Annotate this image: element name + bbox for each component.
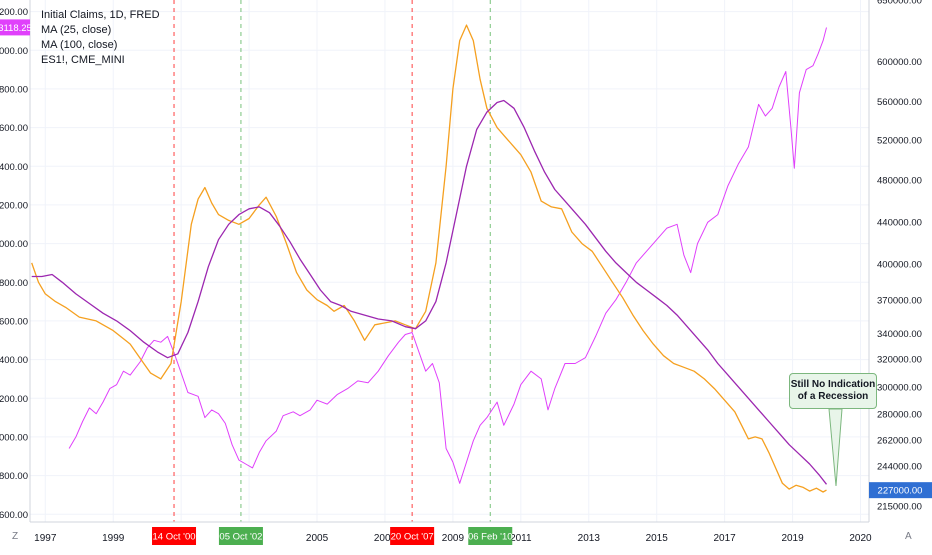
right-tick-label: 480000.00 (877, 176, 922, 187)
marker-badge (218, 527, 263, 545)
left-current-badge (0, 19, 30, 36)
x-tick-label: 1999 (102, 533, 125, 544)
series-es-line (68, 27, 827, 484)
left-tick-label: 3200.00 (0, 7, 28, 18)
left-tick-label: 600.00 (0, 510, 28, 521)
right-tick-label: 400000.00 (877, 260, 922, 271)
left-tick-label: 2800.00 (0, 84, 28, 95)
marker-badge (468, 527, 513, 545)
x-tick-label: 2011 (510, 533, 532, 544)
marker-label: 06 Feb '10 (468, 532, 513, 543)
recession-annotation: Still No Indication of a Recession (789, 373, 877, 409)
x-tick-label: 2015 (646, 533, 669, 544)
left-tick-label: 1600.00 (0, 316, 28, 327)
x-tick-label: 2013 (578, 533, 601, 544)
left-tick-label: 1400.00 (0, 355, 28, 366)
right-tick-label: 340000.00 (877, 329, 922, 340)
marker-label: 20 Oct '07 (391, 532, 434, 543)
auto-scale-toggle[interactable]: A (905, 531, 912, 542)
right-tick-label: 262000.00 (877, 436, 922, 447)
legend-ma100[interactable]: MA (100, close) (41, 39, 118, 51)
left-tick-label: 800.00 (0, 471, 28, 482)
left-tick-label: 1200.00 (0, 394, 28, 405)
series-ma25-line (31, 24, 827, 493)
left-tick-label: 1000.00 (0, 432, 28, 443)
legend-es-series[interactable]: ES1!, CME_MINI (41, 54, 125, 66)
right-tick-label: 520000.00 (877, 135, 922, 146)
right-tick-label: 280000.00 (877, 409, 922, 420)
annotation-line-2: of a Recession (797, 391, 869, 402)
marker-badge (152, 527, 197, 545)
left-tick-label: 1800.00 (0, 278, 28, 289)
x-tick-label: 2017 (714, 533, 737, 544)
marker-label: 14 Oct '00 (153, 532, 196, 543)
left-tick-label: 2000.00 (0, 239, 28, 250)
right-tick-label: 560000.00 (877, 97, 922, 108)
right-current-label: 227000.00 (878, 486, 923, 497)
right-tick-label: 650000.00 (877, 0, 922, 7)
right-tick-label: 440000.00 (877, 217, 922, 228)
right-tick-label: 244000.00 (877, 462, 922, 473)
right-tick-label: 600000.00 (877, 57, 922, 68)
x-tick-label: 2009 (442, 533, 465, 544)
left-current-label: 3118.25 (0, 23, 32, 34)
marker-badge (390, 527, 435, 545)
x-tick-label: 2020 (849, 533, 872, 544)
legend-ma25[interactable]: MA (25, close) (41, 24, 112, 36)
legend-main-series[interactable]: Initial Claims, 1D, FRED (41, 9, 160, 21)
chart-legend: Initial Claims, 1D, FRED MA (25, close) … (41, 8, 160, 68)
right-tick-label: 215000.00 (877, 501, 922, 512)
left-tick-label: 2600.00 (0, 123, 28, 134)
left-tick-label: 3000.00 (0, 46, 28, 57)
timezone-toggle[interactable]: Z (12, 531, 19, 542)
x-tick-label: 1997 (34, 533, 57, 544)
annotation-line-1: Still No Indication (790, 379, 876, 390)
series-ma100-line (31, 99, 828, 485)
left-tick-label: 2200.00 (0, 200, 28, 211)
right-tick-label: 320000.00 (877, 355, 922, 366)
right-tick-label: 300000.00 (877, 382, 922, 393)
x-tick-label: 2005 (306, 533, 329, 544)
left-tick-label: 2400.00 (0, 162, 28, 173)
x-tick-label: 2019 (781, 533, 804, 544)
marker-label: 05 Oct '02 (219, 532, 262, 543)
x-tick-label: 2007 (374, 533, 397, 544)
right-tick-label: 370000.00 (877, 296, 922, 307)
annotation-pointer (828, 408, 843, 487)
right-current-badge (869, 482, 932, 499)
